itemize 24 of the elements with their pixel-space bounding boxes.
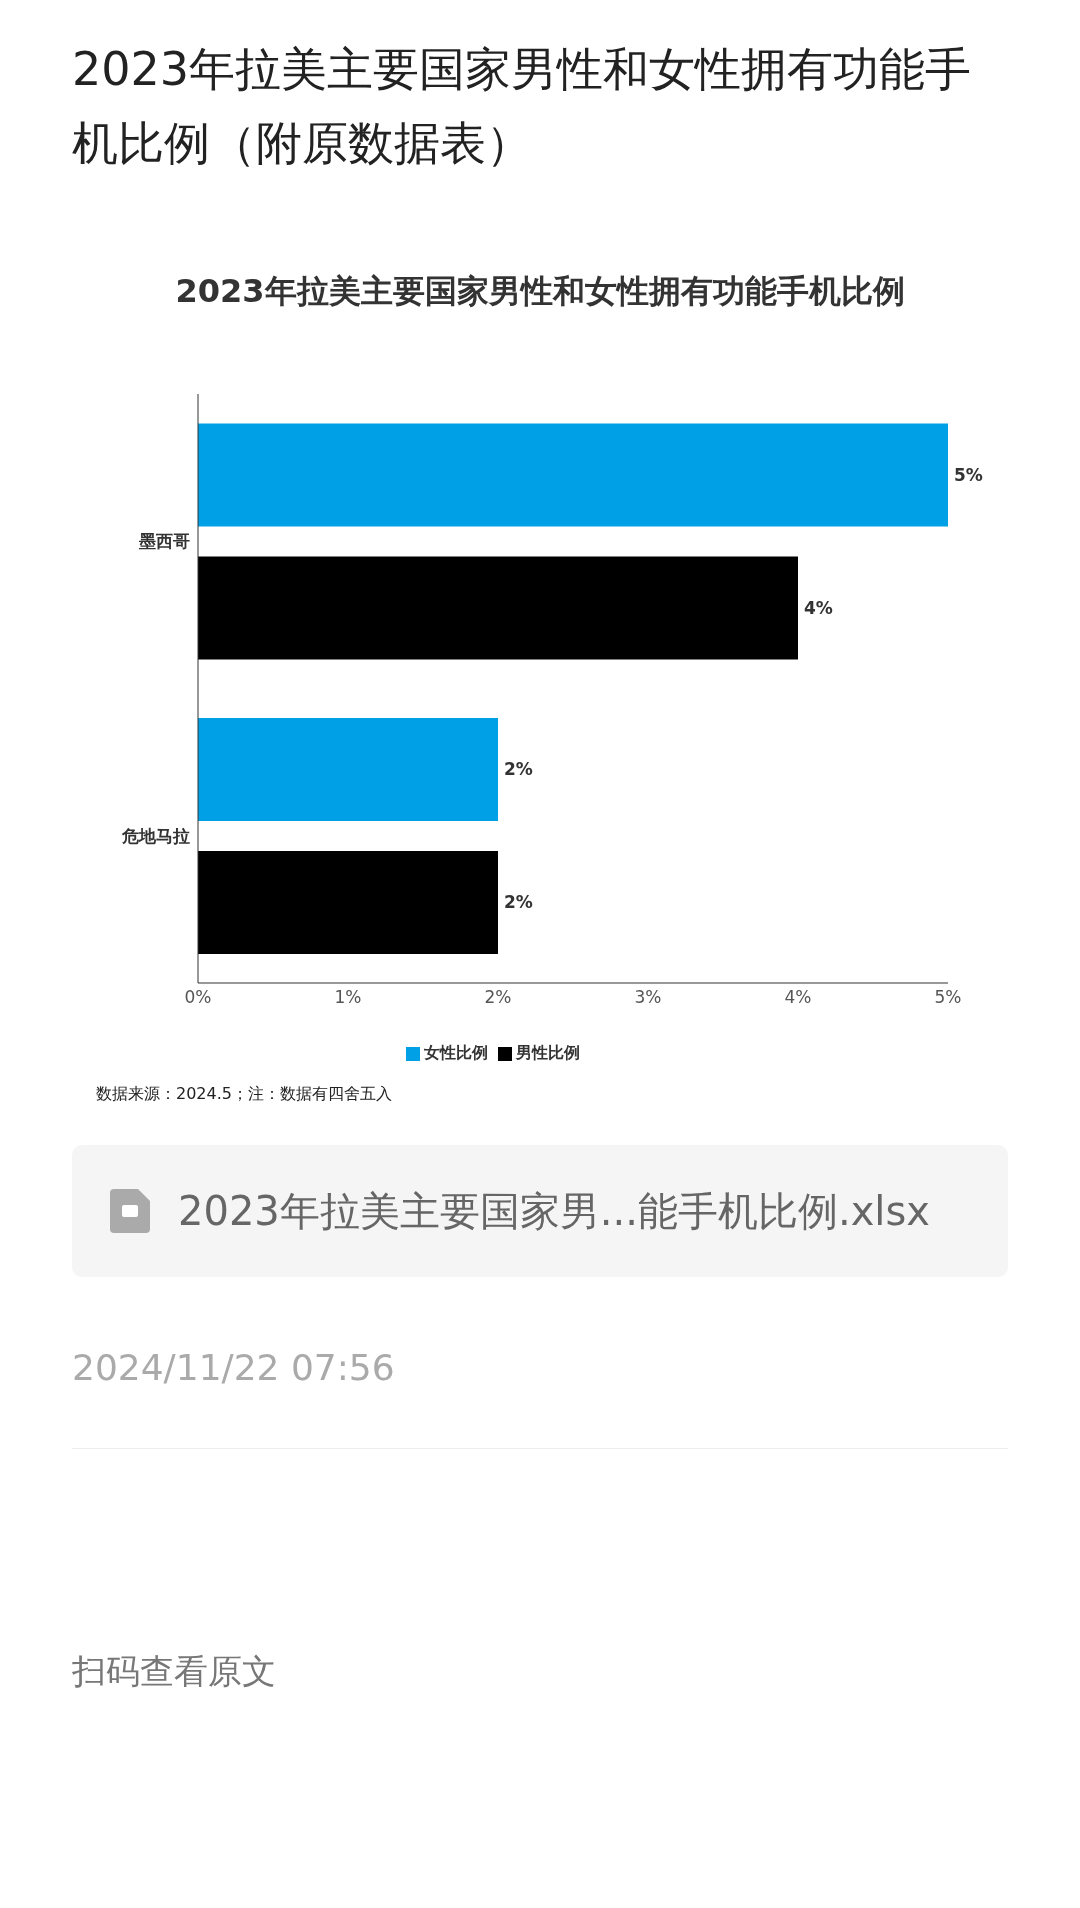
x-tick-label: 4%	[784, 987, 812, 1008]
data-label: 2%	[504, 759, 533, 780]
source-note: 数据来源：2024.5；注：数据有四舍五入	[96, 1084, 393, 1105]
legend-label: 男性比例	[516, 1043, 580, 1062]
data-label: 4%	[804, 597, 833, 618]
text: 2023年拉美主要国家男...能手机比例.xlsx	[178, 1186, 930, 1236]
chart-subtitle: 2023年拉美主要国家男性和女性拥有功能手机比例	[174, 271, 906, 312]
text: 2024/11/22 07:56	[72, 1347, 396, 1388]
x-tick-label: 0%	[184, 987, 212, 1008]
y-tick-label: 危地马拉	[121, 825, 190, 846]
x-tick-label: 1%	[334, 987, 362, 1008]
bar	[198, 423, 948, 527]
data-label: 2%	[504, 892, 533, 913]
x-tick-label: 5%	[934, 987, 962, 1008]
bar	[198, 717, 498, 821]
bar	[198, 850, 498, 954]
legend-label: 女性比例	[424, 1043, 488, 1062]
data-label: 5%	[954, 464, 983, 485]
x-tick-label: 2%	[484, 987, 512, 1008]
chart-title: 2023年拉美主要国家男性和女性拥有功能手机比例（附原数据表）	[71, 41, 973, 172]
x-tick-label: 3%	[634, 987, 662, 1008]
bar	[198, 556, 798, 660]
text: 扫码查看原文	[72, 1650, 277, 1693]
y-tick-label: 墨西哥	[138, 531, 190, 552]
